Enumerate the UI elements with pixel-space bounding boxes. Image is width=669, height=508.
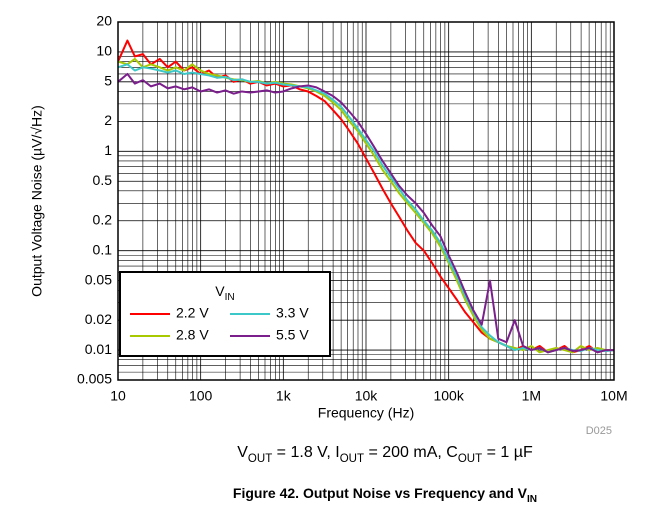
y-tick-label: 1 — [104, 142, 112, 158]
legend-title: VIN — [215, 283, 234, 303]
text-segment: = 1 µF — [482, 444, 533, 461]
labels: 10 100 1k 10k 100k 1M 10M 0.005 0.01 0.02 0.05 0.1 0… — [77, 13, 628, 505]
y-tick-label: 0.01 — [85, 341, 112, 357]
x-tick-label: 100k — [433, 388, 464, 404]
y-tick-label: 2 — [104, 112, 112, 128]
y-tick-label: 0.5 — [93, 172, 113, 188]
legend-label: 2.8 V — [176, 327, 209, 343]
subscript: IN — [527, 494, 537, 505]
text-segment: V — [215, 283, 225, 299]
series-line — [118, 72, 614, 354]
text-segment: = 1.8 V, I — [272, 444, 339, 461]
text-segment: Figure 42. Output Noise vs Frequency and… — [233, 485, 528, 501]
text-segment: V — [237, 444, 248, 461]
x-tick-label: 100 — [189, 388, 213, 404]
x-tick-label: 10M — [600, 388, 627, 404]
plot-frame — [117, 21, 615, 381]
legend-label: 2.2 V — [176, 305, 209, 321]
legend: VIN 2.2 V 2.8 V 3.3 V 5.5 V — [119, 271, 331, 357]
y-tick-label: 0.02 — [85, 311, 112, 327]
series-line — [118, 57, 614, 354]
y-tick-label: 0.2 — [93, 211, 113, 227]
figure-code: D025 — [586, 425, 612, 437]
subscript: IN — [225, 292, 235, 303]
subscript: OUT — [248, 453, 272, 465]
y-tick-label: 0.005 — [77, 371, 112, 387]
test-conditions: VOUT = 1.8 V, IOUT = 200 mA, COUT = 1 µF — [237, 444, 533, 465]
y-tick-label: 0.1 — [93, 241, 113, 257]
x-tick-label: 10 — [110, 388, 126, 404]
x-tick-label: 1M — [522, 388, 541, 404]
y-tick-label: 5 — [104, 73, 112, 89]
x-axis-label: Frequency (Hz) — [318, 405, 414, 421]
y-axis-label: Output Voltage Noise (µV/√Hz) — [29, 105, 45, 297]
y-tick-label: 0.05 — [85, 271, 112, 287]
subscript: OUT — [458, 453, 482, 465]
y-tick-label: 20 — [96, 13, 112, 29]
legend-label: 3.3 V — [276, 305, 309, 321]
text-segment: = 200 mA, C — [364, 444, 458, 461]
x-tick-label: 10k — [355, 388, 379, 404]
figure-caption: Figure 42. Output Noise vs Frequency and… — [233, 485, 537, 505]
x-tick-label: 1k — [276, 388, 292, 404]
plot-lines — [118, 39, 614, 354]
y-tick-label: 10 — [96, 43, 112, 59]
subscript: OUT — [340, 453, 364, 465]
legend-label: 5.5 V — [276, 327, 309, 343]
